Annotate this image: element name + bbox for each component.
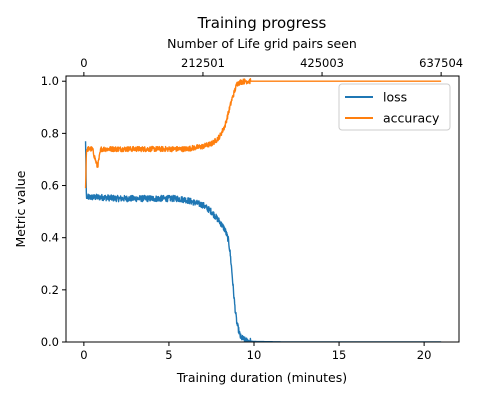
y-tick-label: 0.8 — [41, 126, 59, 140]
legend-label-accuracy: accuracy — [383, 111, 440, 126]
legend-label-loss: loss — [383, 90, 407, 105]
y-tick-label: 0.4 — [41, 231, 59, 245]
top-axis: 0 212501 425003 637504 — [80, 56, 463, 76]
top-tick-label: 212501 — [181, 56, 225, 70]
top-tick-label: 425003 — [300, 56, 344, 70]
chart-title: Training progress — [197, 14, 327, 32]
legend: loss accuracy — [338, 83, 451, 131]
x-tick-label: 10 — [247, 348, 262, 362]
top-tick-label: 637504 — [419, 56, 463, 70]
x-tick-label: 5 — [165, 348, 172, 362]
bottom-axis: 0 5 10 15 20 — [80, 342, 431, 362]
y-tick-label: 0.6 — [41, 179, 59, 193]
y-tick-label: 0.2 — [41, 283, 59, 297]
x-tick-label: 20 — [417, 348, 432, 362]
y-axis-label: Metric value — [13, 170, 28, 247]
y-tick-label: 0.0 — [41, 335, 59, 349]
y-tick-label: 1.0 — [41, 74, 59, 88]
top-axis-label: Number of Life grid pairs seen — [167, 36, 357, 51]
top-tick-label: 0 — [80, 56, 87, 70]
x-axis-label: Training duration (minutes) — [176, 370, 347, 385]
plot-frame — [65, 75, 460, 343]
x-tick-label: 0 — [80, 348, 87, 362]
series-line-accuracy — [84, 78, 442, 189]
plot-area — [65, 75, 460, 343]
x-tick-label: 15 — [332, 348, 347, 362]
left-axis: 0.0 0.2 0.4 0.6 0.8 1.0 — [41, 74, 66, 349]
